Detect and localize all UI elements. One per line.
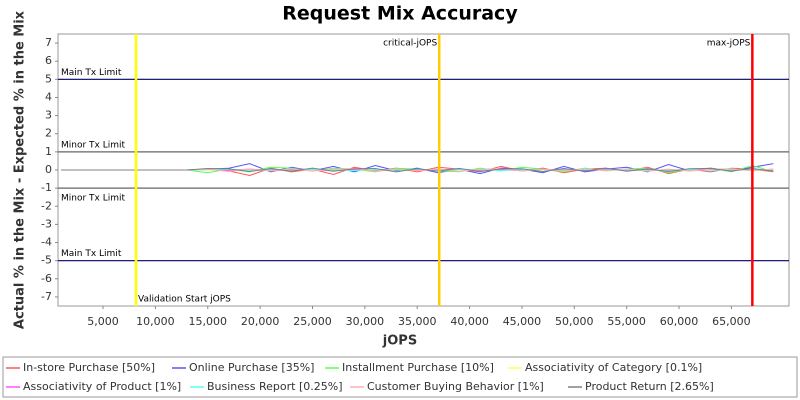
legend-label: Business Report [0.25%]: [207, 380, 343, 393]
legend-label: In-store Purchase [50%]: [23, 361, 155, 374]
x-tick-label: 35,000: [398, 315, 437, 328]
legend-label: Associativity of Product [1%]: [23, 380, 181, 393]
y-tick-label: -2: [41, 199, 52, 212]
x-tick-label: 45,000: [503, 315, 542, 328]
x-tick-label: 20,000: [241, 315, 280, 328]
x-tick-label: 15,000: [189, 315, 228, 328]
legend-label: Customer Buying Behavior [1%]: [367, 380, 544, 393]
x-tick-label: 5,000: [87, 315, 119, 328]
legend-label: Product Return [2.65%]: [585, 380, 714, 393]
threshold-label: Main Tx Limit: [61, 68, 122, 78]
y-tick-label: 2: [45, 127, 52, 140]
threshold-label: Minor Tx Limit: [61, 194, 126, 204]
legend: [2, 356, 798, 398]
y-tick-label: 1: [45, 145, 52, 158]
threshold-label: Main Tx Limit: [61, 249, 122, 259]
y-tick-label: -7: [41, 290, 52, 303]
x-axis-title: jOPS: [382, 334, 417, 349]
x-tick-label: 55,000: [607, 315, 646, 328]
chart-title: Request Mix Accuracy: [282, 3, 518, 25]
y-tick-label: -1: [41, 181, 52, 194]
y-tick-label: 5: [45, 72, 52, 85]
x-tick-label: 25,000: [293, 315, 332, 328]
y-tick-label: 7: [45, 36, 52, 49]
y-tick-label: -5: [41, 254, 52, 267]
x-tick-label: 10,000: [136, 315, 175, 328]
x-tick-label: 30,000: [346, 315, 385, 328]
y-tick-label: -6: [41, 272, 52, 285]
y-tick-label: 4: [45, 90, 52, 103]
y-tick-label: 0: [45, 163, 52, 176]
y-axis-title: Actual % in the Mix - Expected % in the …: [13, 10, 28, 329]
marker-label: max-jOPS: [707, 39, 751, 49]
y-tick-label: 6: [45, 54, 52, 67]
y-tick-label: 3: [45, 109, 52, 122]
x-tick-label: 65,000: [712, 315, 751, 328]
legend-label: Installment Purchase [10%]: [342, 361, 494, 374]
y-tick-label: -3: [41, 217, 52, 230]
x-tick-label: 40,000: [450, 315, 489, 328]
y-tick-label: -4: [41, 236, 52, 249]
legend-label: Associativity of Category [0.1%]: [525, 361, 702, 374]
threshold-label: Minor Tx Limit: [61, 140, 126, 150]
x-tick-label: 60,000: [660, 315, 699, 328]
marker-label: critical-jOPS: [383, 39, 437, 49]
marker-label: Validation Start jOPS: [138, 295, 231, 305]
x-tick-label: 50,000: [555, 315, 594, 328]
legend-label: Online Purchase [35%]: [189, 361, 314, 374]
series-line: [61, 167, 774, 173]
